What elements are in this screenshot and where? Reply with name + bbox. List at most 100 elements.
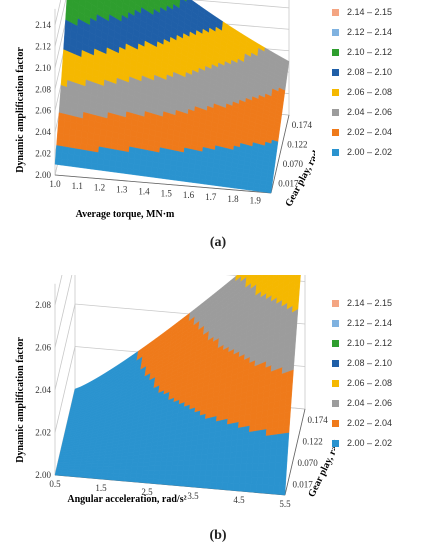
surface-cell	[84, 469, 92, 473]
surface-cell	[265, 434, 272, 443]
surface-cell	[103, 457, 111, 461]
surface-cell	[191, 439, 198, 446]
surface-cell	[182, 470, 189, 476]
gridline	[54, 0, 290, 68]
surface-cell	[79, 463, 87, 467]
z-tick-label: 2.00	[35, 470, 51, 480]
surface-cell	[119, 466, 127, 471]
legend-item: 2.00 – 2.02	[332, 142, 392, 162]
legend-item: 2.06 – 2.08	[332, 82, 392, 102]
surface-cell	[284, 411, 291, 420]
surface-cell	[234, 463, 242, 471]
surface-cell	[164, 474, 172, 480]
surface-cell	[217, 464, 224, 471]
surface-cell	[237, 426, 245, 435]
surface-cell	[205, 464, 213, 471]
surface-cell	[62, 464, 70, 467]
surface-cell	[187, 480, 194, 488]
surface-cell	[154, 461, 162, 467]
surface-cell	[256, 484, 263, 494]
surface-cell	[68, 464, 75, 467]
surface-cell	[90, 469, 97, 473]
surface-cell	[248, 430, 256, 439]
surface-cell	[142, 469, 149, 475]
surface-cell	[198, 481, 206, 489]
surface-cell	[252, 456, 259, 464]
legend-swatch	[332, 88, 339, 96]
surface-cell	[281, 454, 288, 463]
z-tick-label: 2.02	[35, 428, 51, 438]
surface-cell	[102, 466, 109, 470]
legend-label: 2.12 – 2.14	[347, 27, 393, 37]
surface-cell	[135, 477, 142, 483]
surface-cell	[160, 461, 167, 466]
legend-label: 2.06 – 2.08	[347, 378, 393, 388]
surface-cell	[222, 182, 230, 188]
surface-cell	[136, 469, 143, 475]
surface-cell	[273, 485, 280, 495]
surface-cell	[135, 473, 143, 479]
surface-cell	[244, 483, 252, 493]
surface-cell	[131, 465, 138, 471]
surface-cell	[235, 451, 243, 459]
surface-cell	[61, 152, 69, 161]
surface-cell	[100, 475, 108, 480]
surface-cell	[138, 454, 145, 459]
surface-cell	[149, 453, 157, 459]
surface-cell	[227, 482, 234, 491]
surface-cell	[252, 449, 260, 458]
surface-cell	[228, 183, 236, 189]
surface-cell	[138, 170, 146, 177]
legend-swatch	[332, 319, 339, 327]
gridline	[54, 275, 63, 306]
surface-cell	[169, 479, 177, 486]
surface-cell	[78, 469, 86, 473]
surface-cell	[279, 485, 286, 496]
surface-cell	[77, 474, 85, 478]
legend-a: 2.14 – 2.15 2.12 – 2.14 2.10 – 2.12 2.08 – …	[332, 2, 392, 162]
surface-cell	[103, 153, 111, 161]
surface-cell	[158, 474, 166, 480]
surface-cell	[277, 426, 284, 435]
surface-cell	[129, 477, 137, 483]
surface-cell	[123, 476, 131, 482]
surface-cell	[262, 477, 269, 486]
x-tick-label: 4.5	[233, 495, 245, 505]
surface-cell	[221, 482, 229, 491]
surface-cell	[75, 458, 82, 463]
x-tick-label: 1.5	[95, 483, 107, 493]
surface-cell	[183, 455, 191, 461]
surface-cell	[268, 469, 276, 478]
surface-cell	[172, 455, 179, 462]
surface-cell	[258, 187, 266, 193]
surface-cell	[80, 143, 88, 151]
surface-cell	[222, 469, 230, 477]
surface-cell	[73, 466, 81, 470]
surface-cell	[229, 457, 236, 465]
surface-cell	[267, 275, 270, 277]
surface-cell	[132, 169, 140, 176]
surface-cell	[74, 142, 82, 150]
surface-cell	[80, 458, 88, 462]
legend-swatch	[332, 68, 339, 76]
surface-cell	[83, 474, 91, 479]
surface-cell	[126, 168, 134, 175]
surface-cell	[170, 474, 177, 481]
surface-cell	[175, 479, 183, 487]
surface-cell	[58, 457, 66, 461]
surface-cell	[230, 439, 238, 447]
x-tick-label: 2.5	[141, 487, 153, 497]
surface-cell	[97, 152, 105, 160]
legend-item: 2.08 – 2.10	[332, 353, 392, 373]
legend-swatch	[332, 28, 339, 36]
surface-cell	[213, 447, 220, 454]
surface-cell	[277, 419, 285, 428]
surface-cell	[171, 465, 178, 471]
surface-cell	[79, 155, 87, 163]
surface-cell	[201, 453, 208, 460]
legend-label: 2.10 – 2.12	[347, 47, 393, 57]
surface-cell	[283, 418, 291, 427]
surface-cell	[210, 481, 217, 490]
surface-cell	[67, 147, 75, 155]
surface-cell	[227, 476, 235, 484]
